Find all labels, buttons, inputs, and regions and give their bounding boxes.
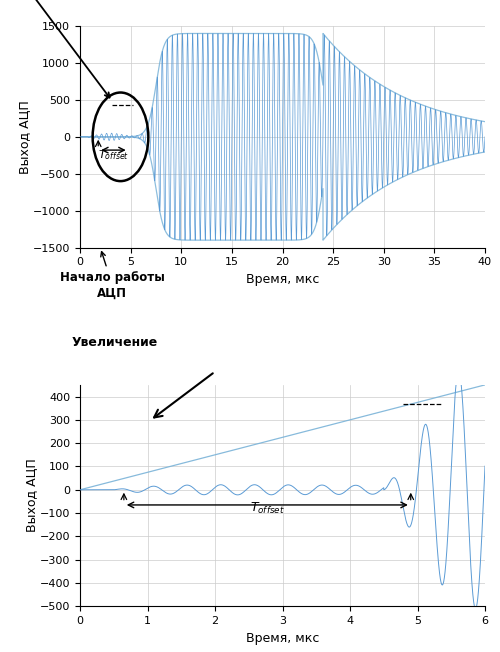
Text: Начало работы
АЦП: Начало работы АЦП [60,252,165,299]
X-axis label: Время, мкс: Время, мкс [246,632,319,645]
Y-axis label: Выход АЦП: Выход АЦП [18,100,32,173]
Text: $T_{offset}$: $T_{offset}$ [98,148,129,162]
X-axis label: Время, мкс: Время, мкс [246,273,319,286]
Y-axis label: Выход АЦП: Выход АЦП [26,459,38,533]
Text: Увеличение: Увеличение [72,336,158,349]
Text: Старт начала
измерения
TOF: Старт начала измерения TOF [0,0,110,98]
Text: $T_{offset}$: $T_{offset}$ [250,501,284,516]
